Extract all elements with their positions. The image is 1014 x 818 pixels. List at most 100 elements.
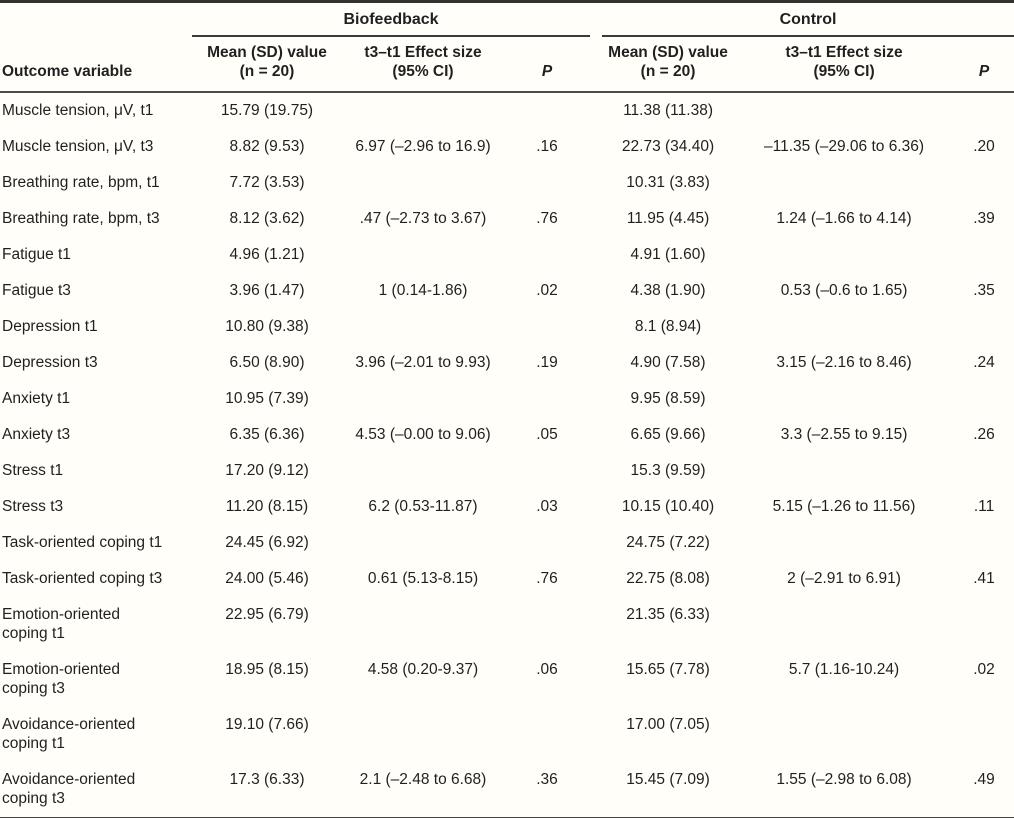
outcome-variable-cell: Depression t3: [2, 354, 98, 371]
group-header-row: Biofeedback Control: [0, 2, 1014, 38]
table-header: Biofeedback Control Outcome variable Mea…: [0, 2, 1014, 93]
biofeedback-effect-size-cell: [342, 309, 504, 345]
gap-cell: [590, 273, 602, 309]
control-p-value-cell: .41: [973, 570, 995, 587]
control-p-value-cell: .39: [973, 210, 995, 227]
control-p-value-cell: [954, 453, 1014, 489]
biofeedback-mean-cell: 6.35 (6.36): [229, 426, 305, 443]
outcome-variable-cell: Stress t3: [2, 498, 64, 515]
group-header-control-cell: Control: [602, 2, 1014, 37]
biofeedback-p-value-cell: [504, 453, 590, 489]
biofeedback-effect-size-cell: [342, 707, 504, 762]
control-mean-cell: 11.38 (11.38): [623, 102, 713, 119]
control-p-value-cell: .49: [973, 771, 995, 788]
control-effect-size-cell: 1.55 (–2.98 to 6.08): [776, 771, 912, 788]
biofeedback-p-value-cell: .03: [536, 498, 558, 515]
control-p-value-cell: [954, 237, 1014, 273]
biofeedback-effect-size-cell: [342, 525, 504, 561]
control-mean-cell: 4.91 (1.60): [630, 246, 706, 263]
control-mean-cell: 4.38 (1.90): [630, 282, 706, 299]
control-effect-size-cell: [734, 165, 954, 201]
table-row: Emotion-oriented coping t3 18.95 (8.15) …: [0, 652, 1014, 707]
control-mean-cell: 10.31 (3.83): [626, 174, 710, 191]
control-effect-size-cell: 1.24 (–1.66 to 4.14): [776, 210, 912, 227]
table-row: Task-oriented coping t3 24.00 (5.46) 0.6…: [0, 561, 1014, 597]
outcome-variable-cell: Task-oriented coping t3: [2, 570, 163, 587]
biofeedback-mean-cell: 24.00 (5.46): [225, 570, 309, 587]
control-mean-cell: 21.35 (6.33): [626, 606, 710, 623]
biofeedback-effect-size-cell: [342, 165, 504, 201]
column-header-gap: [590, 37, 603, 93]
control-effect-size-cell: 3.15 (–2.16 to 8.46): [776, 354, 912, 371]
biofeedback-mean-cell: 8.82 (9.53): [229, 138, 305, 155]
biofeedback-effect-size-cell: .47 (–2.73 to 3.67): [359, 210, 487, 227]
column-header-biofeedback-effect: t3–t1 Effect size (95% CI): [342, 37, 504, 93]
biofeedback-effect-size-cell: 2.1 (–2.48 to 6.68): [359, 771, 487, 788]
outcome-variable-cell: Anxiety t3: [2, 426, 71, 443]
biofeedback-mean-cell: 11.20 (8.15): [225, 498, 309, 515]
biofeedback-effect-size-cell: 4.58 (0.20-9.37): [367, 661, 479, 678]
outcome-variable-cell: Anxiety t1: [2, 390, 71, 407]
biofeedback-effect-size-cell: [342, 237, 504, 273]
control-p-value-cell: [954, 165, 1014, 201]
outcome-variable-cell: Breathing rate, bpm, t1: [2, 174, 160, 191]
gap-cell: [590, 525, 602, 561]
column-header-outcome: Outcome variable: [0, 37, 192, 93]
control-p-value-cell: [954, 707, 1014, 762]
column-header-biofeedback-p: P: [504, 37, 591, 93]
biofeedback-mean-cell: 3.96 (1.47): [229, 282, 305, 299]
biofeedback-p-value-cell: .05: [536, 426, 558, 443]
gap-cell: [590, 237, 602, 273]
table-row: Breathing rate, bpm, t1 7.72 (3.53) 10.3…: [0, 165, 1014, 201]
control-mean-cell: 17.00 (7.05): [626, 716, 710, 733]
biofeedback-mean-cell: 18.95 (8.15): [225, 661, 309, 678]
table-row: Depression t3 6.50 (8.90) 3.96 (–2.01 to…: [0, 345, 1014, 381]
gap-cell: [590, 707, 602, 762]
group-gap: [590, 2, 602, 38]
control-effect-size-cell: 3.3 (–2.55 to 9.15): [780, 426, 908, 443]
outcome-variable-cell: Depression t1: [2, 318, 98, 335]
gap-cell: [590, 165, 602, 201]
biofeedback-effect-size-cell: 0.61 (5.13-8.15): [367, 570, 479, 587]
control-mean-cell: 9.95 (8.59): [630, 390, 706, 407]
control-p-value-cell: .24: [973, 354, 995, 371]
outcome-variable-cell: Task-oriented coping t1: [2, 534, 163, 551]
gap-cell: [590, 381, 602, 417]
outcome-variable-cell: Emotion-oriented coping t1: [2, 606, 121, 642]
table-row: Muscle tension, μV, t3 8.82 (9.53) 6.97 …: [0, 129, 1014, 165]
gap-cell: [590, 92, 602, 129]
biofeedback-mean-cell: 4.96 (1.21): [229, 246, 305, 263]
biofeedback-effect-size-cell: 6.97 (–2.96 to 16.9): [355, 138, 491, 155]
biofeedback-p-value-cell: .76: [536, 570, 558, 587]
column-header-row: Outcome variable Mean (SD) value (n = 20…: [0, 37, 1014, 93]
outcome-variable-cell: Stress t1: [2, 462, 64, 479]
control-mean-cell: 6.65 (9.66): [630, 426, 706, 443]
control-mean-cell: 15.45 (7.09): [626, 771, 710, 788]
gap-cell: [590, 345, 602, 381]
gap-cell: [590, 597, 602, 652]
table-row: Avoidance-oriented coping t3 17.3 (6.33)…: [0, 762, 1014, 818]
biofeedback-effect-size-cell: 1 (0.14-1.86): [378, 282, 468, 299]
biofeedback-mean-cell: 6.50 (8.90): [229, 354, 305, 371]
table-row: Muscle tension, μV, t1 15.79 (19.75) 11.…: [0, 92, 1014, 129]
outcome-variable-cell: Fatigue t1: [2, 246, 71, 263]
biofeedback-effect-size-cell: 6.2 (0.53-11.87): [368, 498, 478, 515]
table-row: Breathing rate, bpm, t3 8.12 (3.62) .47 …: [0, 201, 1014, 237]
biofeedback-effect-size-cell: [342, 381, 504, 417]
control-p-value-cell: [954, 597, 1014, 652]
gap-cell: [590, 561, 602, 597]
outcome-variable-cell: Emotion-oriented coping t3: [2, 661, 121, 697]
control-p-value-cell: .02: [973, 661, 995, 678]
biofeedback-p-value-cell: [504, 525, 590, 561]
biofeedback-mean-cell: 10.95 (7.39): [225, 390, 309, 407]
table-row: Depression t1 10.80 (9.38) 8.1 (8.94): [0, 309, 1014, 345]
gap-cell: [590, 129, 602, 165]
biofeedback-p-value-cell: [504, 707, 590, 762]
column-header-control-mean: Mean (SD) value (n = 20): [602, 37, 735, 93]
control-effect-size-cell: [734, 525, 954, 561]
control-effect-size-cell: [734, 237, 954, 273]
gap-cell: [590, 309, 602, 345]
biofeedback-p-value-cell: .16: [536, 138, 558, 155]
group-header-biofeedback-cell: Biofeedback: [192, 2, 591, 37]
biofeedback-effect-size-cell: 3.96 (–2.01 to 9.93): [355, 354, 491, 371]
